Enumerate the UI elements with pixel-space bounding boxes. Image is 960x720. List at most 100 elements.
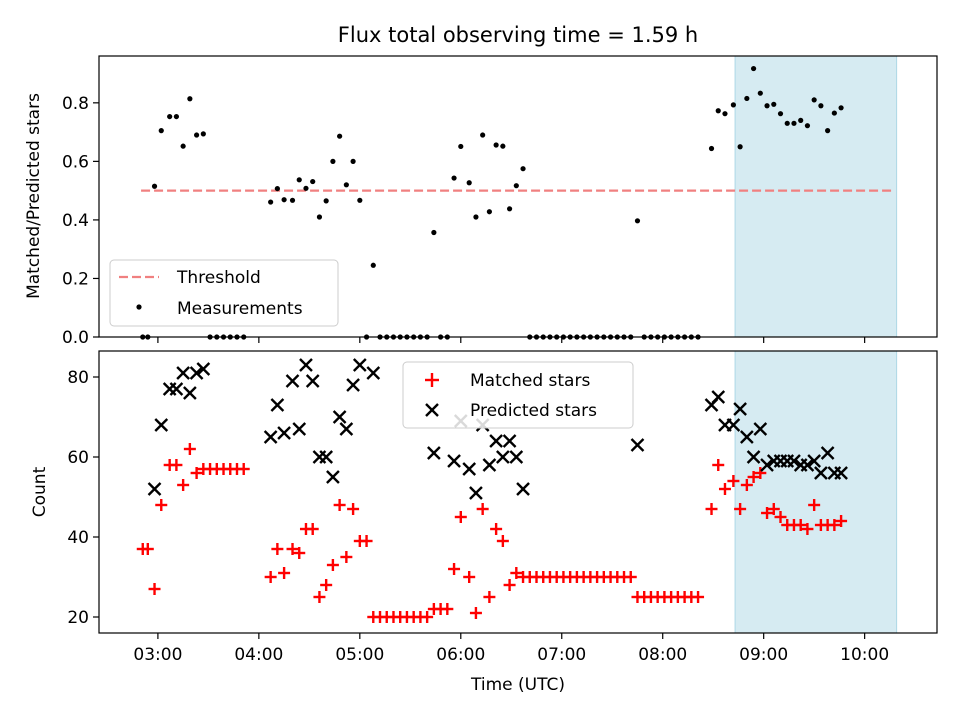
measurement-point — [838, 105, 844, 111]
measurement-point — [791, 120, 797, 126]
matched-point — [510, 567, 523, 579]
predicted-points — [147, 358, 848, 500]
matched-point — [828, 519, 841, 531]
measurement-point — [730, 102, 736, 108]
predicted-point — [509, 450, 524, 464]
measurement-point — [777, 111, 784, 117]
matched-point — [727, 475, 740, 487]
predicted-point — [366, 366, 381, 380]
bottom-panel: 20 40 60 80 Count 03:00 04:00 05:00 06:00 07:00… — [30, 337, 938, 695]
y-tick-label: 40 — [67, 528, 89, 548]
matched-point — [326, 559, 339, 571]
predicted-point — [814, 466, 828, 480]
matched-point — [286, 543, 299, 555]
predicted-point — [339, 422, 354, 436]
matched-point — [767, 503, 780, 515]
predicted-point — [319, 450, 334, 464]
matched-point — [340, 551, 353, 563]
predicted-point — [169, 382, 184, 396]
matched-point — [148, 583, 161, 595]
measurement-point — [350, 158, 356, 164]
y-tick-label: 0.0 — [62, 328, 89, 348]
measurement-point — [771, 101, 777, 107]
matched-point — [293, 547, 306, 559]
matched-point — [278, 567, 291, 579]
predicted-point — [496, 450, 510, 464]
measurement-point — [473, 214, 479, 220]
predicted-point — [277, 426, 291, 440]
matched-point — [177, 479, 190, 491]
top-y-axis: 0.0 0.2 0.4 0.6 0.8 — [62, 94, 99, 348]
legend-predicted-marker — [425, 403, 439, 417]
matched-point — [794, 519, 807, 531]
x-tick-label: 03:00 — [133, 645, 182, 665]
bottom-y-axis-label: Count — [30, 466, 50, 517]
top-panel: 0.00.20.40.60.8 Matched/Predicted stars … — [24, 55, 938, 348]
measurement-point — [281, 197, 287, 203]
predicted-point — [733, 402, 747, 416]
matched-point — [170, 459, 183, 471]
legend-predicted-label: Predicted stars — [470, 401, 597, 421]
measurement-point — [151, 183, 158, 189]
bottom-y-axis: 20 40 60 80 — [67, 368, 99, 628]
predicted-point — [469, 486, 483, 500]
matched-point — [754, 467, 767, 479]
matched-point — [333, 499, 346, 511]
matched-point — [190, 467, 203, 479]
matched-point — [237, 463, 250, 475]
top-legend-box — [109, 259, 339, 327]
x-tick-label: 06:00 — [436, 645, 485, 665]
top-legend: Threshold Measurements — [109, 259, 339, 327]
measurement-point — [158, 128, 164, 134]
y-tick-label: 0.4 — [62, 211, 89, 231]
legend-matched-marker — [425, 373, 439, 387]
predicted-point — [800, 458, 815, 472]
top-plot-frame — [98, 55, 938, 338]
predicted-point — [189, 366, 204, 380]
matched-point — [469, 607, 482, 619]
measurement-point — [357, 197, 363, 203]
bottom-legend-box — [402, 361, 634, 429]
measurement-point — [370, 262, 376, 268]
measurement-point — [500, 143, 506, 149]
predicted-point — [154, 418, 169, 432]
bottom-highlight-span — [734, 350, 898, 634]
x-axis: 03:00 04:00 05:00 06:00 07:00 08:00 09:00 10:00 — [133, 337, 889, 665]
y-tick-label: 0.6 — [62, 152, 89, 172]
measurement-point — [180, 143, 186, 149]
matched-point — [360, 535, 373, 547]
x-tick-label: 09:00 — [739, 645, 788, 665]
predicted-point — [176, 366, 190, 380]
predicted-point — [196, 362, 211, 376]
measurement-point — [323, 198, 329, 204]
matched-point — [155, 499, 168, 511]
predicted-point — [462, 462, 477, 476]
predicted-point — [326, 470, 340, 484]
matched-point — [448, 563, 461, 575]
measurement-point — [330, 158, 336, 164]
predicted-point — [516, 482, 530, 496]
predicted-point — [489, 434, 503, 448]
matched-point — [306, 523, 319, 535]
matched-point — [496, 535, 509, 547]
matched-point — [421, 611, 434, 623]
measurement-point — [708, 145, 715, 152]
measurement-point — [458, 143, 464, 150]
matched-point — [347, 503, 360, 515]
measurement-point — [506, 206, 513, 212]
x-axis-label: Time (UTC) — [470, 675, 565, 695]
measurement-point — [757, 90, 763, 96]
measurement-point — [289, 197, 296, 203]
predicted-point — [740, 430, 754, 444]
matched-point — [313, 591, 326, 603]
matched-point — [705, 503, 718, 515]
predicted-point — [787, 454, 801, 468]
predicted-point — [630, 438, 645, 452]
chart-title: Flux total observing time = 1.59 h — [338, 23, 698, 47]
legend-threshold-label: Threshold — [176, 268, 261, 288]
matched-points — [136, 443, 848, 623]
predicted-point — [726, 418, 741, 432]
legend-measurements-label: Measurements — [177, 299, 303, 319]
predicted-point — [270, 398, 285, 412]
